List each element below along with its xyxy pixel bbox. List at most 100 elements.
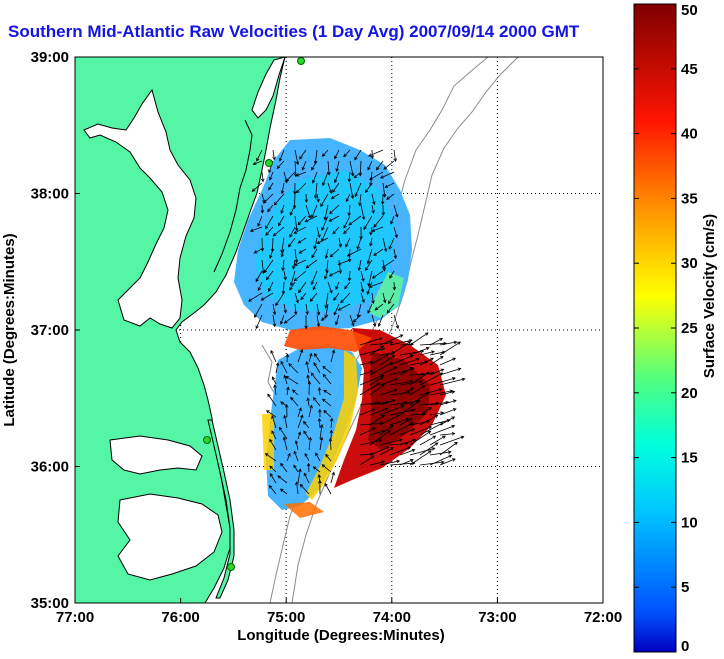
velocity-arrow (439, 391, 455, 396)
velocity-arrow (282, 259, 285, 271)
velocity-arrowhead (384, 407, 389, 412)
velocity-arrowhead (323, 410, 327, 414)
velocity-arrowhead (350, 195, 355, 200)
velocity-arrow (255, 314, 263, 329)
velocity-arrowhead (321, 464, 326, 468)
velocity-arrowhead (280, 462, 284, 467)
velocity-arrow (365, 182, 373, 193)
velocity-arrowhead (306, 462, 311, 467)
velocity-arrow (343, 215, 351, 229)
velocity-arrow (283, 270, 287, 280)
velocity-arrowhead (369, 231, 373, 236)
velocity-arrow (348, 171, 351, 182)
velocity-arrow (297, 432, 301, 440)
velocity-arrow (429, 451, 451, 456)
velocity-arrowhead (295, 161, 300, 166)
colorbar-tick-label: 25 (681, 320, 698, 337)
velocity-arrow (297, 215, 307, 225)
velocity-arrow (388, 292, 395, 304)
velocity-arrow (294, 160, 297, 177)
velocity-arrow (261, 292, 274, 301)
velocity-arrowhead (381, 414, 386, 419)
velocity-arrow (354, 149, 362, 160)
delaware-bay (251, 57, 286, 119)
velocity-arrow (393, 149, 396, 162)
velocity-arrow (344, 281, 351, 290)
velocity-arrowhead (448, 454, 453, 459)
velocity-arrow (338, 259, 341, 274)
y-tick-label: 39:00 (31, 49, 69, 66)
velocity-arrow (279, 149, 285, 162)
velocity-arrow (327, 281, 333, 294)
y-tick-label: 37:00 (31, 322, 69, 339)
velocity-arrowhead (311, 166, 315, 171)
velocity-arrowhead (379, 175, 384, 179)
velocity-arrowhead (300, 296, 304, 301)
velocity-vectors (248, 149, 466, 495)
velocity-arrowhead (249, 228, 254, 232)
velocity-arrow (389, 446, 411, 456)
velocity-arrowhead (347, 178, 352, 183)
velocity-arrow (275, 362, 279, 374)
velocity-arrow (269, 485, 277, 495)
velocity-arrow (389, 391, 411, 396)
velocity-arrow (296, 182, 307, 194)
velocity-arrowhead (324, 305, 328, 309)
velocity-arrow (369, 345, 384, 356)
velocity-arrow (289, 226, 296, 238)
velocity-arrow (293, 451, 299, 462)
velocity-arrow (303, 473, 310, 484)
velocity-arrowhead (405, 417, 410, 422)
velocity-arrowhead (252, 161, 257, 166)
velocity-arrowhead (328, 273, 333, 277)
velocity-arrow (261, 171, 264, 182)
velocity-arrow (367, 248, 373, 264)
velocity-arrowhead (411, 461, 416, 466)
velocity-arrow (369, 384, 385, 396)
velocity-arrowhead (254, 314, 258, 318)
velocity-arrow (338, 237, 342, 247)
velocity-arrow (329, 215, 340, 222)
velocity-arrow (321, 314, 329, 321)
velocity-arrow (389, 355, 414, 366)
velocity-arrowhead (298, 250, 303, 254)
velocity-arrowhead (317, 234, 321, 239)
velocity-arrowhead (316, 311, 321, 316)
velocity-arrow (263, 193, 274, 204)
velocity-arrowhead (347, 212, 351, 217)
velocity-arrow (371, 204, 375, 214)
velocity-arrowhead (426, 391, 431, 395)
velocity-arrowhead (297, 221, 302, 226)
velocity-arrowhead (317, 386, 322, 391)
outer-banks (207, 419, 235, 599)
velocity-arrowhead (365, 267, 369, 272)
velocity-arrowhead (319, 436, 324, 441)
velocity-arrow (269, 439, 277, 451)
velocity-arrowhead (435, 401, 440, 406)
velocity-arrowhead (369, 176, 373, 181)
velocity-arrow (316, 237, 329, 244)
velocity-arrow (439, 442, 458, 456)
velocity-arrowhead (395, 414, 400, 418)
velocity-arrowhead (452, 408, 457, 412)
velocity-arrow (359, 361, 373, 366)
velocity-arrowhead (300, 414, 304, 419)
velocity-arrow (419, 414, 439, 426)
velocity-arrowhead (293, 277, 298, 282)
pamlico-sound (117, 493, 223, 581)
velocity-arrowhead (317, 473, 322, 478)
velocity-arrowhead (306, 374, 310, 379)
velocity-arrow (429, 435, 446, 446)
velocity-arrowhead (454, 441, 458, 446)
velocity-arrow (399, 358, 420, 366)
velocity-arrow (274, 384, 277, 396)
velocity-arrow (385, 182, 395, 188)
velocity-arrow (270, 350, 277, 363)
velocity-arrowhead (428, 426, 433, 430)
velocity-arrow (409, 413, 426, 416)
velocity-arrow (373, 215, 384, 228)
velocity-arrow (386, 303, 395, 314)
velocity-arrow (311, 204, 318, 218)
velocity-arrowhead (452, 357, 457, 361)
velocity-arrow (343, 149, 351, 157)
